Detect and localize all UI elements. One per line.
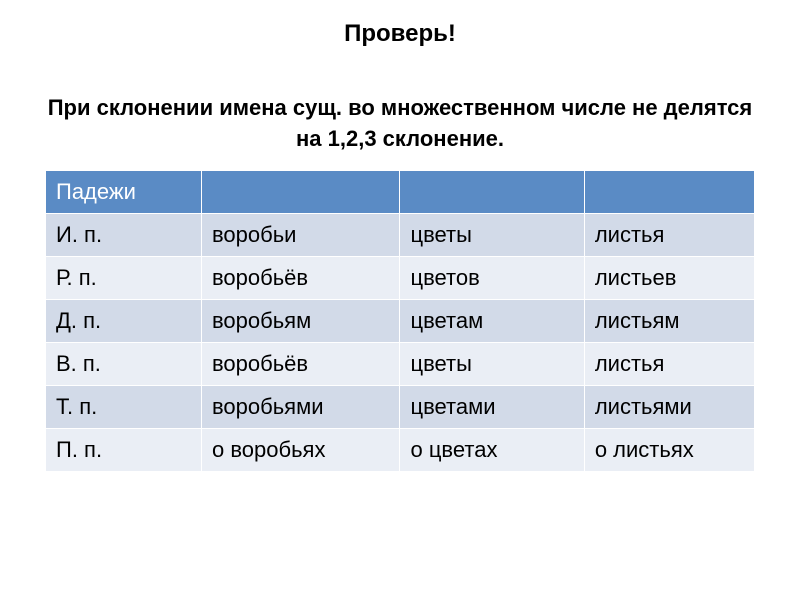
word-cell: цветы [400, 342, 584, 385]
word-cell: воробьям [201, 299, 400, 342]
header-cell [584, 170, 754, 213]
table-header-row: Падежи [46, 170, 755, 213]
word-cell: цветов [400, 256, 584, 299]
table-row: П. п. о воробьях о цветах о листьях [46, 428, 755, 471]
word-cell: о цветах [400, 428, 584, 471]
word-cell: листья [584, 342, 754, 385]
declension-table: Падежи И. п. воробьи цветы листья Р. п. … [45, 170, 755, 472]
page-title: Проверь! [45, 20, 755, 48]
case-cell: В. п. [46, 342, 202, 385]
case-cell: Р. п. [46, 256, 202, 299]
word-cell: о листьях [584, 428, 754, 471]
subtitle-text: При склонении имена сущ. во множественно… [45, 93, 755, 155]
table-row: Д. п. воробьям цветам листьям [46, 299, 755, 342]
word-cell: листьям [584, 299, 754, 342]
word-cell: листьев [584, 256, 754, 299]
word-cell: воробьёв [201, 256, 400, 299]
word-cell: листьями [584, 385, 754, 428]
case-cell: П. п. [46, 428, 202, 471]
table-row: И. п. воробьи цветы листья [46, 213, 755, 256]
word-cell: о воробьях [201, 428, 400, 471]
word-cell: воробьями [201, 385, 400, 428]
case-cell: Д. п. [46, 299, 202, 342]
table-row: Р. п. воробьёв цветов листьев [46, 256, 755, 299]
word-cell: цветы [400, 213, 584, 256]
case-cell: Т. п. [46, 385, 202, 428]
word-cell: воробьёв [201, 342, 400, 385]
word-cell: цветам [400, 299, 584, 342]
table-row: Т. п. воробьями цветами листьями [46, 385, 755, 428]
header-cell: Падежи [46, 170, 202, 213]
header-cell [201, 170, 400, 213]
table-row: В. п. воробьёв цветы листья [46, 342, 755, 385]
word-cell: цветами [400, 385, 584, 428]
header-cell [400, 170, 584, 213]
case-cell: И. п. [46, 213, 202, 256]
word-cell: листья [584, 213, 754, 256]
word-cell: воробьи [201, 213, 400, 256]
